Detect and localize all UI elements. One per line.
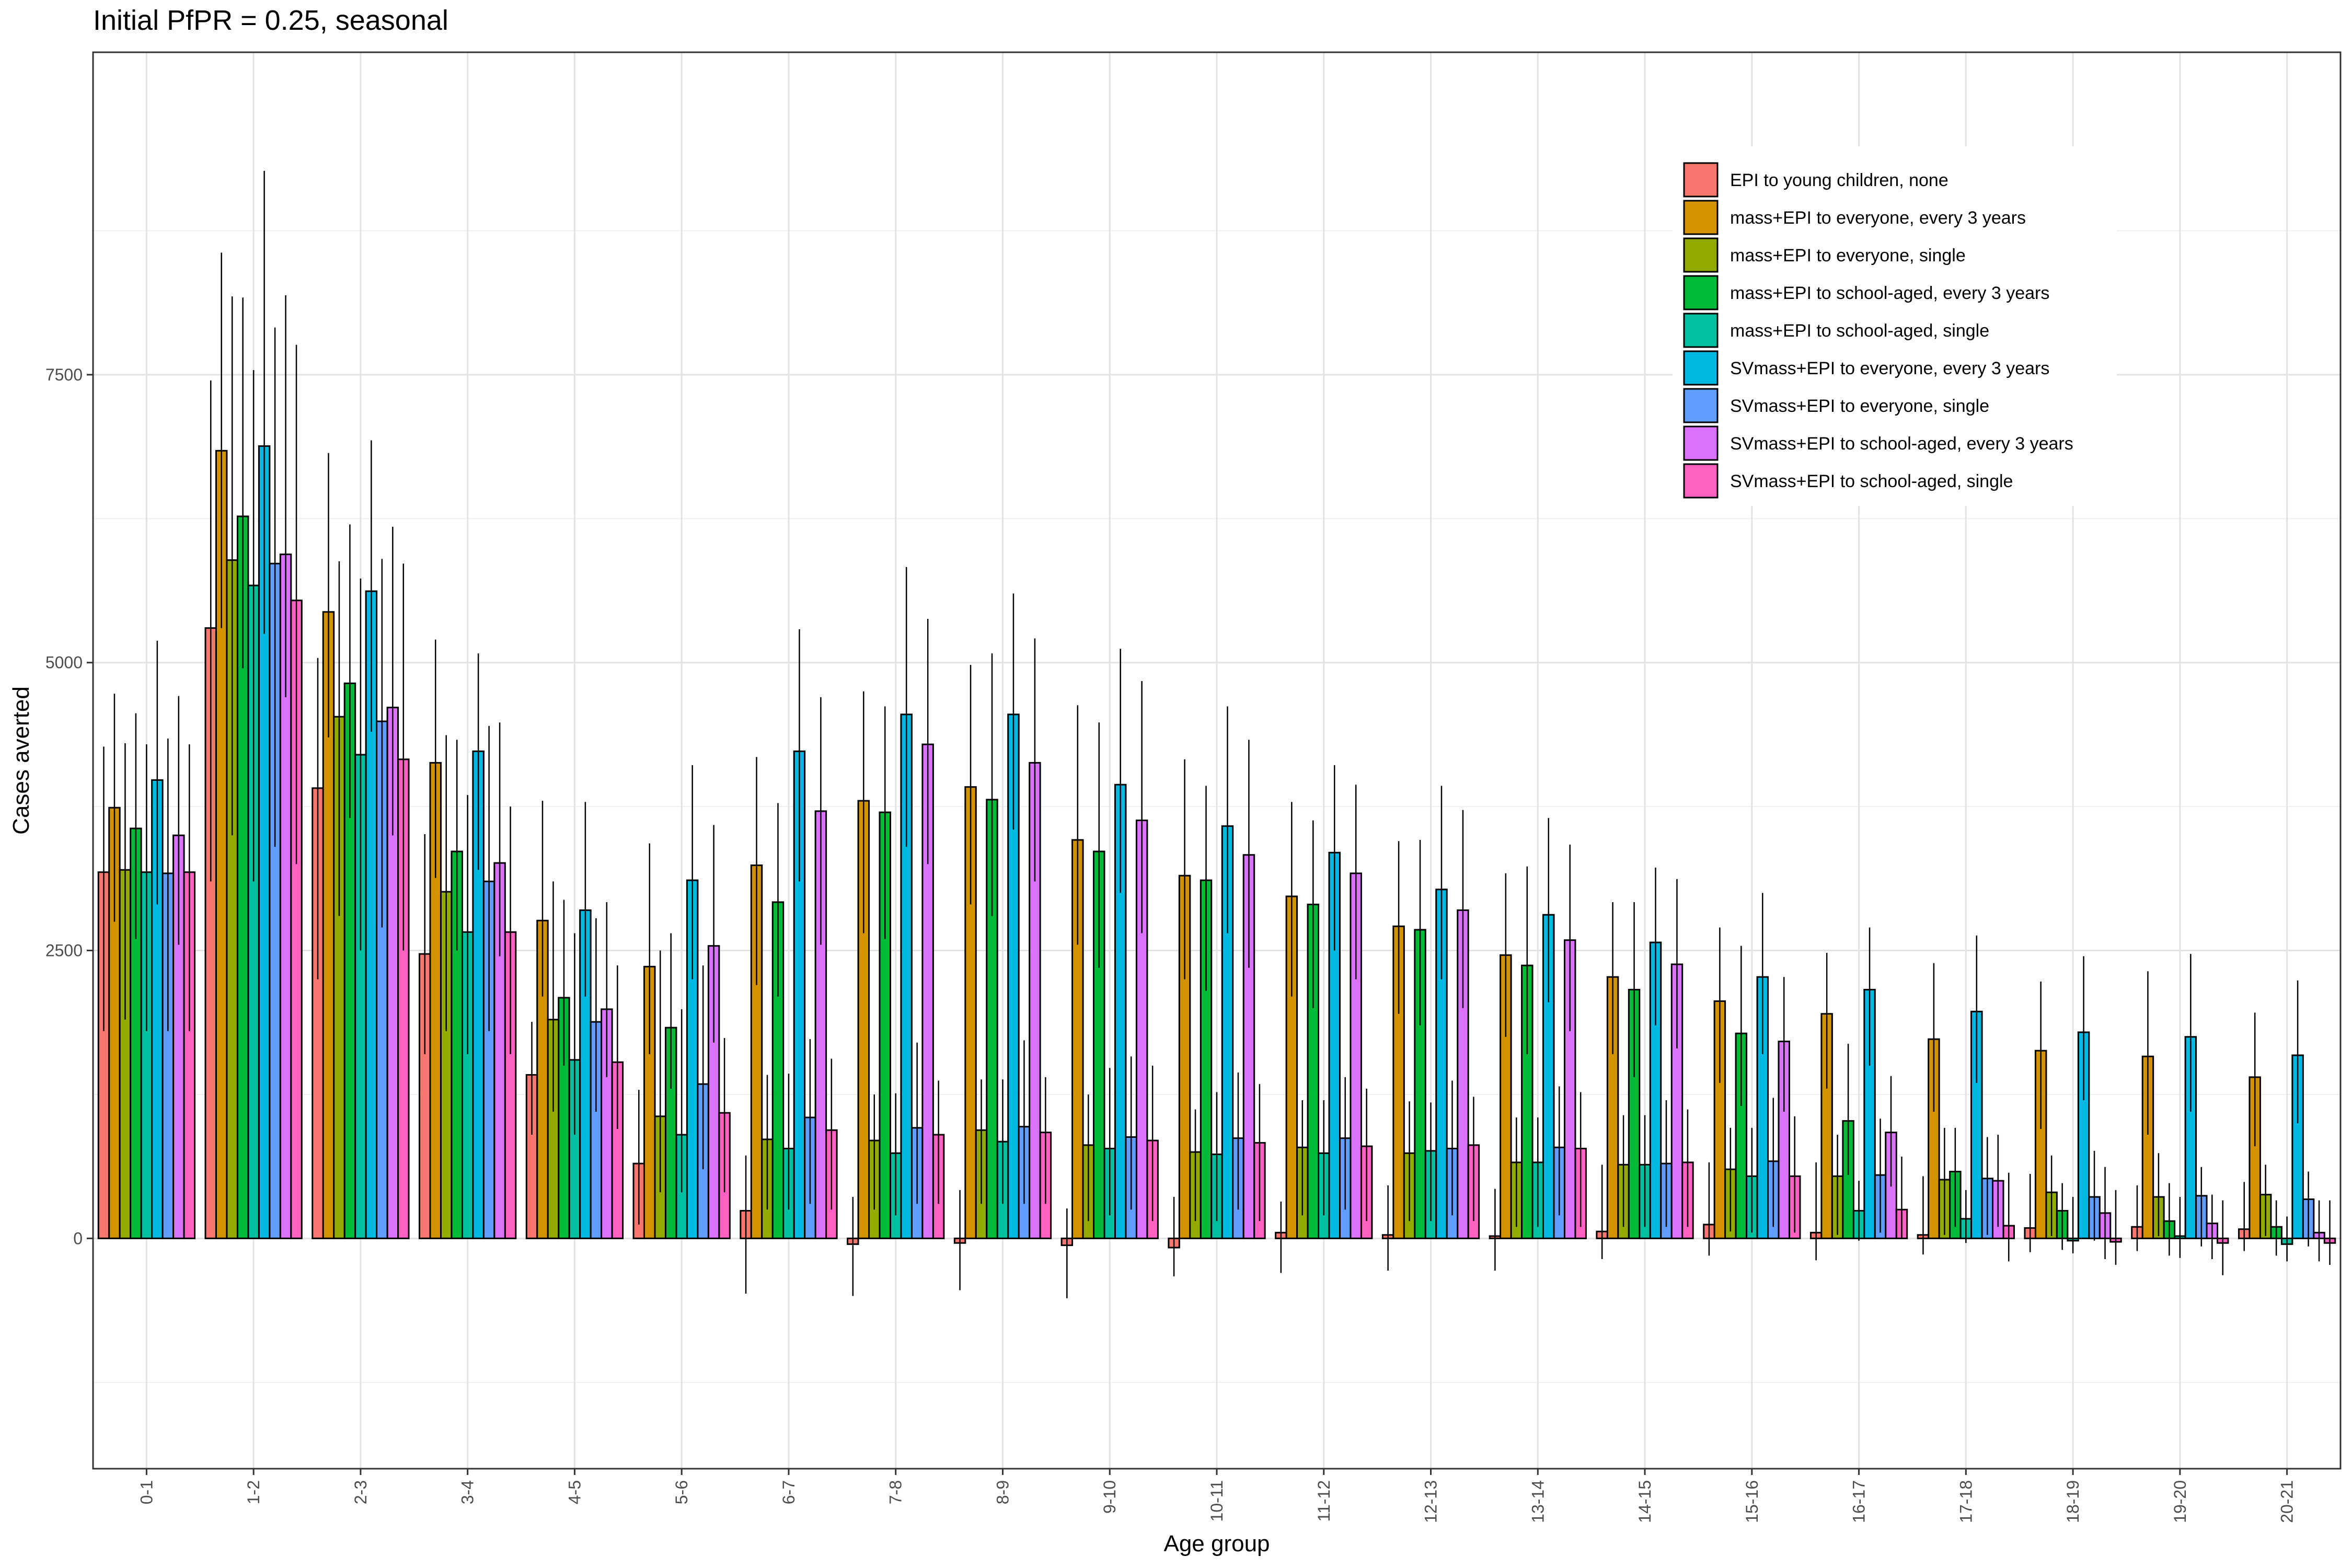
legend-key <box>1683 313 1719 348</box>
x-tick-label: 5-6 <box>672 1480 691 1504</box>
legend-key <box>1683 463 1719 499</box>
x-tick-label: 15-16 <box>1743 1480 1761 1523</box>
x-tick-label: 16-17 <box>1850 1480 1869 1523</box>
error-bars <box>103 170 2331 1298</box>
y-tick-label: 7500 <box>45 365 83 384</box>
y-axis: 0 2500 5000 7500 <box>45 365 93 1248</box>
legend-key <box>1683 388 1719 423</box>
legend-background <box>1673 146 2117 506</box>
y-tick-label: 2500 <box>45 941 83 960</box>
y-tick-label: 5000 <box>45 653 83 672</box>
x-tick-label: 9-10 <box>1100 1480 1119 1514</box>
x-tick-label: 2-3 <box>351 1480 370 1504</box>
legend-key <box>1683 275 1719 310</box>
x-axis: 0-1 1-2 2-3 3-4 4-5 5-6 6-7 7-8 8-9 9-10 10-11 11-1… <box>137 1469 2297 1523</box>
x-tick-label: 8-9 <box>993 1480 1012 1504</box>
x-tick-label: 17-18 <box>1956 1480 1975 1523</box>
x-tick-label: 3-4 <box>458 1480 477 1504</box>
x-tick-label: 18-19 <box>2063 1480 2082 1523</box>
x-tick-label: 1-2 <box>244 1480 263 1504</box>
legend-label: EPI to young children, none <box>1730 170 1949 190</box>
x-tick-label: 10-11 <box>1207 1480 1226 1521</box>
x-tick-label: 6-7 <box>779 1480 798 1504</box>
legend-label: mass+EPI to school-aged, single <box>1730 321 1989 341</box>
legend-key <box>1683 200 1719 235</box>
y-tick-label: 0 <box>73 1229 83 1248</box>
x-tick-label: 11-12 <box>1315 1480 1333 1521</box>
legend-label: SVmass+EPI to everyone, single <box>1730 396 1989 416</box>
legend-label: mass+EPI to everyone, every 3 years <box>1730 208 2026 228</box>
y-axis-title: Cases averted <box>8 686 34 835</box>
legend-label: mass+EPI to school-aged, every 3 years <box>1730 283 2049 303</box>
x-tick-label: 20-21 <box>2278 1480 2297 1523</box>
x-tick-label: 13-14 <box>1528 1480 1547 1523</box>
x-tick-label: 14-15 <box>1635 1480 1654 1523</box>
bars <box>97 445 2336 1249</box>
legend-key <box>1683 350 1719 386</box>
legend-label: mass+EPI to everyone, single <box>1730 246 1966 266</box>
x-tick-label: 19-20 <box>2171 1480 2189 1523</box>
legend-key <box>1683 237 1719 273</box>
legend-key <box>1683 425 1719 461</box>
x-tick-label: 4-5 <box>565 1480 584 1504</box>
legend-label: SVmass+EPI to school-aged, single <box>1730 471 2013 491</box>
chart-title: Initial PfPR = 0.25, seasonal <box>93 5 448 36</box>
x-tick-label: 7-8 <box>886 1480 905 1504</box>
legend-label: SVmass+EPI to school-aged, every 3 years <box>1730 434 2073 454</box>
x-tick-label: 12-13 <box>1422 1480 1440 1523</box>
legend-key <box>1683 162 1719 198</box>
legend-label: SVmass+EPI to everyone, every 3 years <box>1730 359 2049 378</box>
x-tick-label: 0-1 <box>137 1480 156 1504</box>
legend: EPI to young children, none mass+EPI to e… <box>1673 146 2117 506</box>
x-axis-title: Age group <box>1163 1531 1270 1557</box>
